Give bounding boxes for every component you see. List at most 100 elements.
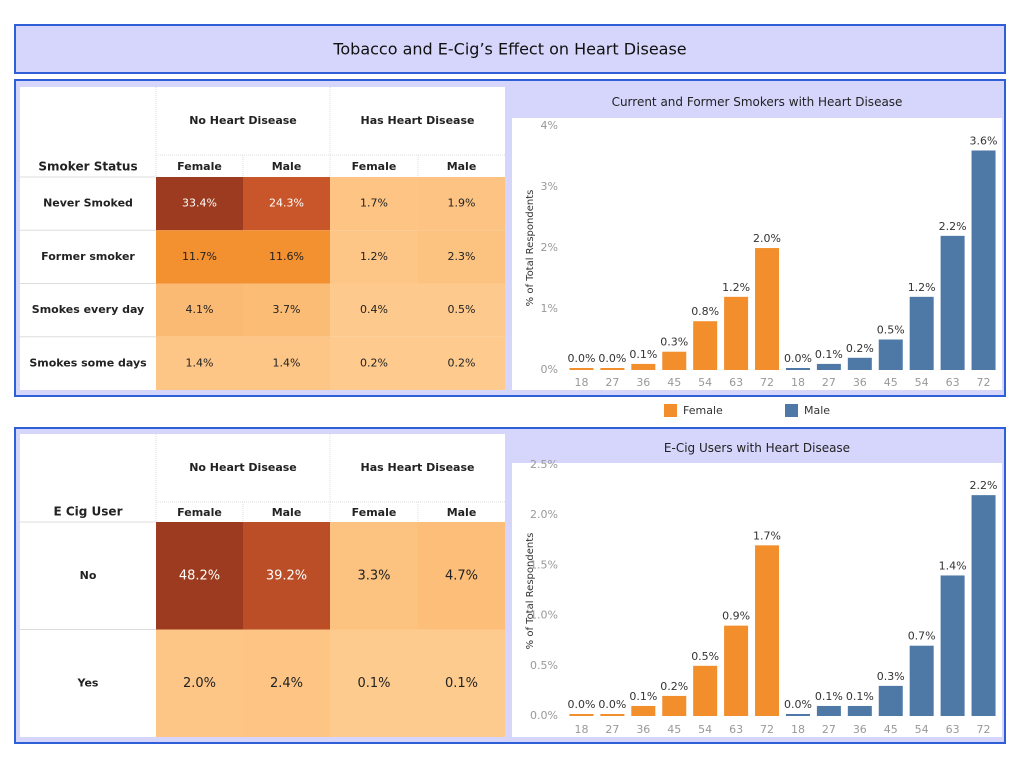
cell-value: 2.3% — [448, 250, 476, 263]
data-label: 0.1% — [815, 690, 843, 703]
cell-value: 2.0% — [183, 676, 216, 691]
y-tick-label: 0.5% — [530, 659, 558, 672]
heat-cell — [418, 629, 505, 737]
bar — [816, 363, 841, 370]
column-header: Male — [272, 160, 302, 173]
heat-cell — [156, 177, 243, 231]
x-tick-label: 18 — [791, 376, 805, 389]
row-label: Smokes every day — [32, 303, 144, 316]
data-label: 0.5% — [877, 324, 905, 337]
bar — [631, 705, 656, 716]
bar — [755, 545, 780, 716]
y-tick-label: 4% — [541, 119, 558, 132]
y-tick-label: 3% — [541, 180, 558, 193]
x-tick-label: 45 — [667, 376, 681, 389]
heat-cell — [418, 230, 505, 284]
bar — [755, 248, 780, 370]
heat-cell — [418, 522, 505, 630]
heat-cell — [330, 230, 418, 284]
data-label: 0.5% — [691, 650, 719, 663]
bar — [878, 339, 903, 370]
legend-label: Male — [804, 404, 830, 417]
cell-value: 3.7% — [273, 303, 301, 316]
row-label: No — [80, 569, 97, 582]
heat-cell — [156, 283, 243, 337]
bar — [785, 714, 810, 716]
x-tick-label: 27 — [605, 376, 619, 389]
bar — [693, 665, 718, 716]
legend-swatch — [785, 404, 798, 417]
column-header: Female — [177, 160, 222, 173]
cell-value: 4.1% — [186, 303, 214, 316]
y-axis-label: % of Total Respondents — [525, 533, 536, 650]
x-tick-label: 72 — [977, 376, 991, 389]
bar — [971, 495, 996, 716]
data-label: 0.1% — [815, 348, 843, 361]
data-label: 0.1% — [629, 690, 657, 703]
cell-value: 3.3% — [357, 568, 390, 583]
data-label: 0.0% — [598, 352, 626, 365]
x-tick-label: 18 — [574, 723, 588, 736]
heat-cell — [330, 522, 418, 630]
chart-title: E-Cig Users with Heart Disease — [664, 441, 850, 455]
legend-swatch — [664, 404, 677, 417]
cell-value: 1.2% — [360, 250, 388, 263]
data-label: 0.1% — [629, 348, 657, 361]
y-tick-label: 1% — [541, 302, 558, 315]
heat-cell — [156, 522, 243, 630]
cell-value: 0.1% — [357, 676, 390, 691]
bar — [631, 363, 656, 370]
x-tick-label: 72 — [760, 376, 774, 389]
data-label: 0.2% — [660, 680, 688, 693]
legend-band — [512, 397, 1002, 427]
x-tick-label: 63 — [946, 376, 960, 389]
data-label: 0.3% — [877, 670, 905, 683]
x-tick-label: 54 — [698, 723, 712, 736]
x-tick-label: 36 — [636, 376, 650, 389]
heat-cell — [243, 283, 330, 337]
heat-cell — [156, 336, 243, 390]
cell-value: 11.7% — [182, 250, 217, 263]
heat-cell — [243, 230, 330, 284]
column-header: Female — [352, 160, 397, 173]
data-label: 1.7% — [753, 529, 781, 542]
heat-cell — [243, 177, 330, 231]
x-tick-label: 36 — [853, 723, 867, 736]
y-tick-label: 2.0% — [530, 508, 558, 521]
cell-value: 2.4% — [270, 676, 303, 691]
y-tick-label: 0.0% — [530, 709, 558, 722]
heat-cell — [243, 336, 330, 390]
x-tick-label: 36 — [853, 376, 867, 389]
column-header: Male — [447, 506, 477, 519]
y-tick-label: 1.5% — [530, 558, 558, 571]
x-tick-label: 27 — [822, 723, 836, 736]
x-tick-label: 63 — [729, 723, 743, 736]
data-label: 0.2% — [846, 342, 874, 355]
bar — [816, 705, 841, 716]
heat-cell — [418, 283, 505, 337]
x-tick-label: 27 — [822, 376, 836, 389]
column-header: Female — [177, 506, 222, 519]
row-label: Yes — [77, 676, 99, 689]
group-header: Has Heart Disease — [361, 114, 475, 127]
cell-value: 39.2% — [266, 568, 307, 583]
bar — [847, 705, 872, 716]
bar — [569, 714, 594, 716]
bar — [847, 357, 872, 370]
data-label: 0.1% — [846, 690, 874, 703]
row-label: Smokes some days — [29, 356, 147, 369]
cell-value: 48.2% — [179, 568, 220, 583]
heat-cell — [243, 522, 330, 630]
row-header-title: Smoker Status — [38, 160, 137, 174]
x-tick-label: 54 — [915, 723, 929, 736]
y-tick-label: 0% — [541, 363, 558, 376]
bar — [909, 296, 934, 370]
cell-value: 0.5% — [448, 303, 476, 316]
heat-cell — [418, 336, 505, 390]
bar — [971, 150, 996, 370]
row-label: Never Smoked — [43, 197, 133, 210]
x-tick-label: 18 — [791, 723, 805, 736]
cell-value: 1.9% — [448, 197, 476, 210]
